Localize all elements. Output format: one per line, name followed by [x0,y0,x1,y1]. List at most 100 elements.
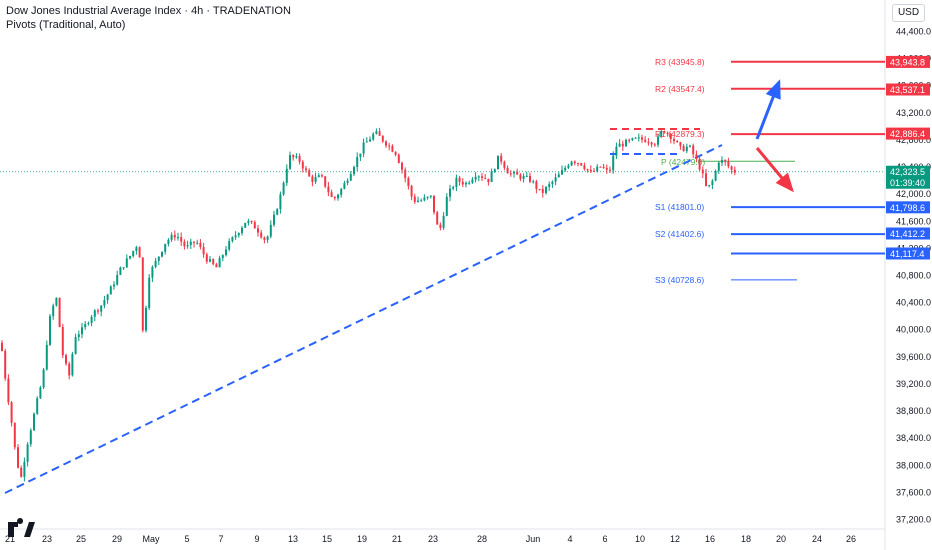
candle-body [13,422,16,448]
candle-body [244,222,247,228]
candle-body [100,305,103,312]
candle-body [596,166,599,172]
candle-body [557,174,560,178]
x-tick-label: 24 [812,534,822,544]
candle-body [711,180,714,185]
candle-body [583,165,586,170]
pivot-label-r3: R3 (43945.8) [655,57,705,67]
tradingview-logo[interactable] [8,518,35,537]
candle-body [484,178,487,180]
candle-body [602,167,605,169]
x-tick-label: 12 [670,534,680,544]
candle-body [679,142,682,146]
currency-selector[interactable]: USD [892,4,925,22]
candle-body [119,267,122,275]
candle-body [516,172,519,175]
candle-body [426,196,429,198]
candle-body [7,378,10,403]
candle-body [612,155,615,171]
candle-body [401,162,403,170]
candle-body [129,256,131,259]
x-tick-label: 5 [184,534,189,544]
candle-body [522,176,525,179]
candle-body [705,173,707,186]
candle-body [378,131,381,136]
candle-body [685,146,688,152]
candle-body [340,188,343,195]
candle-body [173,234,176,238]
y-tick-label: 39,600.0 [896,352,931,362]
candle-body [551,181,554,185]
candle-body [145,307,147,331]
price-tag-resistance [886,55,930,68]
candle-body [253,222,256,229]
chart-title: Dow Jones Industrial Average Index · 4h … [6,5,291,17]
candle-body [343,183,346,189]
candle-body [407,178,410,187]
x-tick-label: 29 [112,534,122,544]
candle-body [209,259,211,262]
candle-body [269,224,272,237]
candle-body [93,310,96,317]
pivot-label-s2: S2 (41402.6) [655,229,704,239]
y-tick-label: 44,400.0 [896,27,931,37]
candle-body [708,184,711,186]
candle-body [487,178,490,183]
candle-body [698,158,701,170]
candle-body [221,255,224,259]
candle-body [362,142,365,154]
candle-body [250,220,253,223]
candle-body [413,196,416,202]
price-tag-support [886,247,930,260]
candle-body [186,245,189,247]
candle-body [177,237,179,239]
candle-body [308,170,311,177]
candle-body [529,175,531,182]
candle-body [497,155,499,170]
candle-body [452,187,455,189]
x-tick-label: 18 [741,534,751,544]
candle-body [193,241,195,243]
candle-body [151,266,154,278]
candle-body [279,194,282,210]
candle-body [474,176,477,180]
candle-body [689,145,691,147]
candle-body [106,294,109,301]
tradingview-logo-mark [8,518,35,537]
candle-body [468,182,471,184]
x-tick-label: May [142,534,160,544]
candle-body [404,169,407,179]
candle-body [660,131,663,137]
candle-body [1,342,3,351]
candle-body [314,177,317,182]
candle-body [513,172,515,174]
y-tick-label: 37,600.0 [896,487,931,497]
x-tick-label: 10 [635,534,645,544]
candle-body [663,131,666,133]
candle-body [391,145,394,152]
candle-body [247,220,250,223]
pivot-label-s3: S3 (40728.6) [655,275,704,285]
candle-body [471,179,474,183]
indicator-label[interactable]: Pivots (Traditional, Auto) [6,19,126,31]
candle-body [231,237,234,242]
candle-body [586,169,589,171]
candle-body [202,247,205,255]
candle-body [631,138,634,141]
candle-body [87,322,90,324]
candle-body [103,300,106,306]
x-tick-label: 23 [42,534,52,544]
pivot-label-r2: R2 (43547.4) [655,84,705,94]
candle-body [733,169,736,173]
x-tick-label: 25 [76,534,86,544]
candle-body [170,234,173,240]
candle-body [500,155,503,162]
candle-body [324,176,327,187]
candle-body [23,461,26,477]
candle-body [730,166,733,170]
candle-body [442,215,445,228]
y-tick-label: 38,400.0 [896,433,931,443]
candle-body [628,139,631,141]
candle-body [42,369,45,388]
